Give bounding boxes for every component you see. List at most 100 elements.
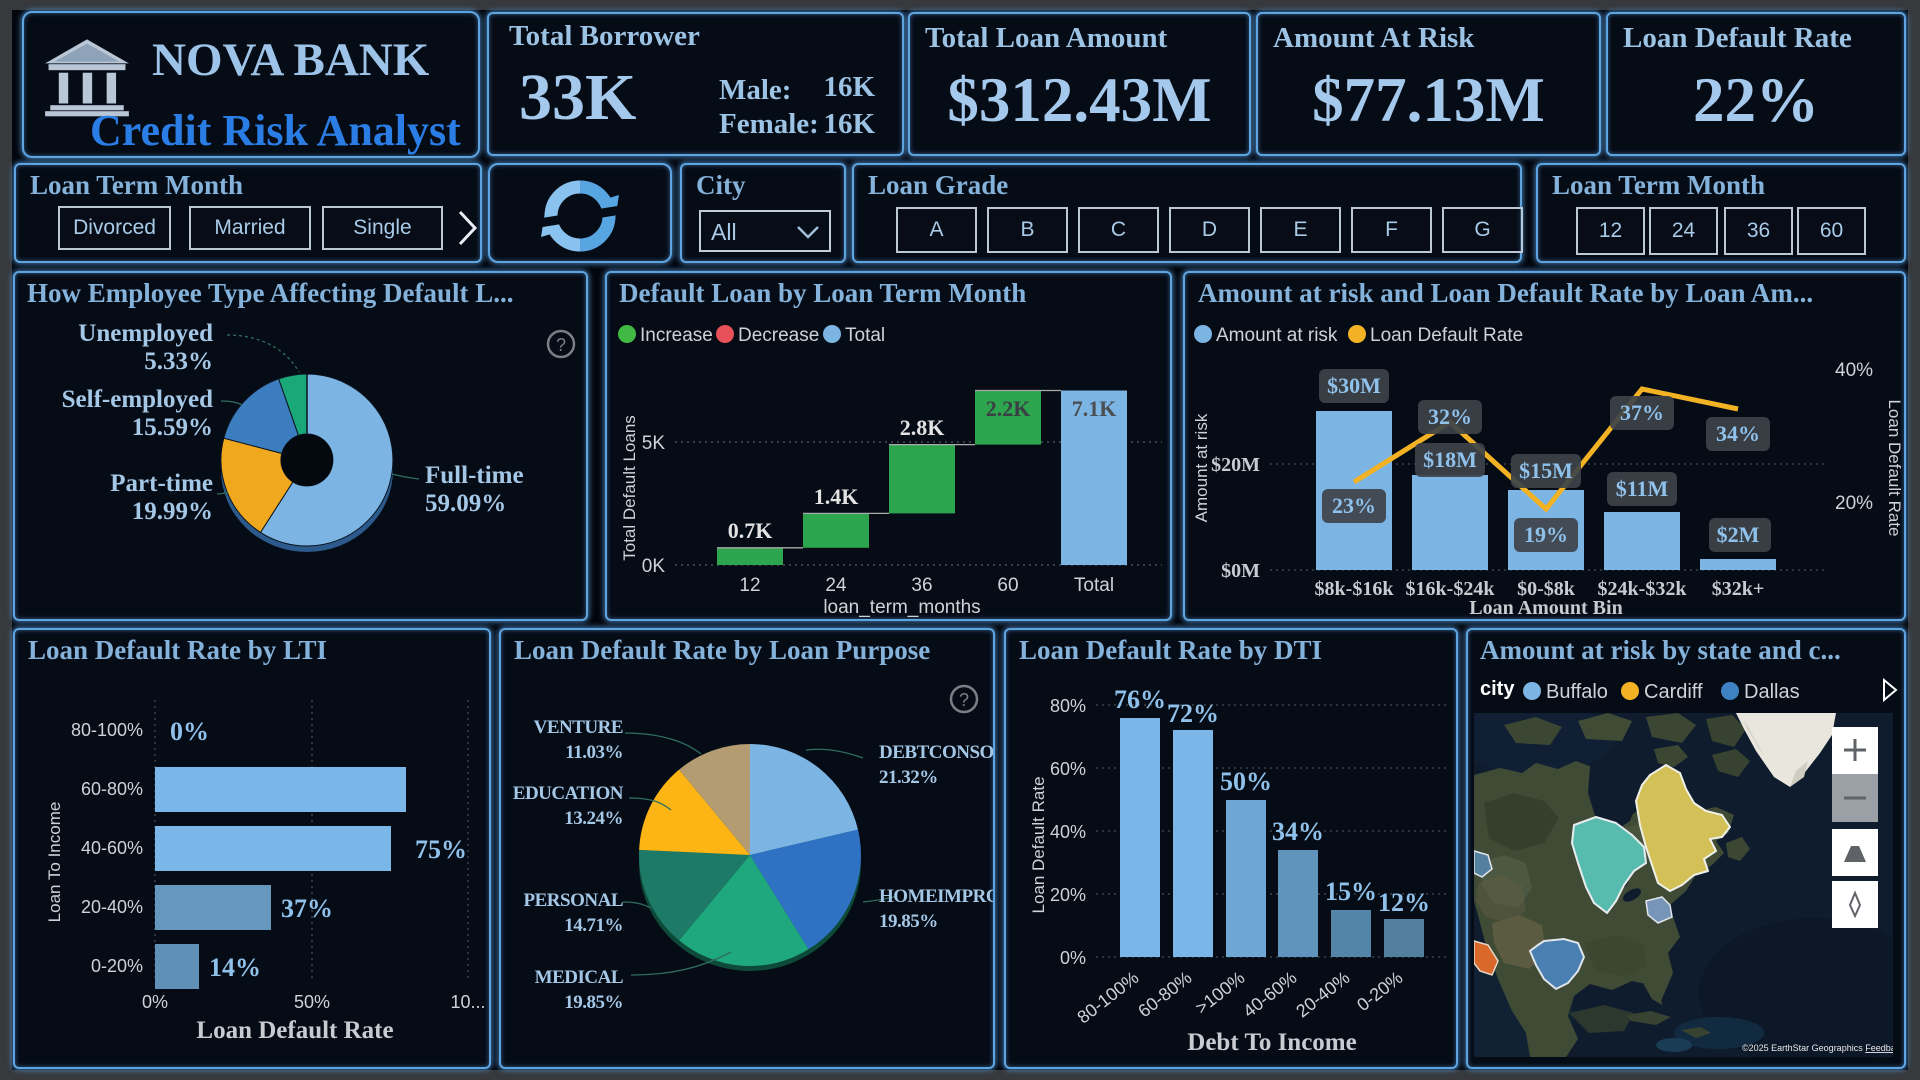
svg-text:Dallas: Dallas xyxy=(1744,681,1800,703)
svg-text:Total Default Loans: Total Default Loans xyxy=(620,415,639,561)
svg-text:Total: Total xyxy=(1074,575,1114,596)
svg-text:34%: 34% xyxy=(1716,421,1760,446)
svg-text:$30M: $30M xyxy=(1327,373,1381,398)
svg-text:$2M: $2M xyxy=(1717,522,1760,547)
svg-text:20%: 20% xyxy=(1050,885,1086,905)
svg-text:50%: 50% xyxy=(294,992,330,1012)
svg-text:Amount at risk: Amount at risk xyxy=(1192,413,1211,522)
svg-text:40-60%: 40-60% xyxy=(1239,967,1300,1021)
svg-text:PERSONAL: PERSONAL xyxy=(524,890,623,911)
svg-text:75%: 75% xyxy=(415,835,467,864)
svg-text:36: 36 xyxy=(911,575,932,596)
svg-text:$8k-$16k: $8k-$16k xyxy=(1315,578,1395,600)
svg-text:15%: 15% xyxy=(1325,877,1377,906)
svg-text:20%: 20% xyxy=(1835,493,1873,514)
svg-text:$0-$8k: $0-$8k xyxy=(1517,578,1576,600)
svg-text:40%: 40% xyxy=(1835,360,1873,381)
svg-text:5K: 5K xyxy=(642,433,666,454)
svg-text:23%: 23% xyxy=(1332,493,1376,518)
svg-text:$20M: $20M xyxy=(1211,454,1260,476)
svg-text:EDUCATION: EDUCATION xyxy=(513,783,624,804)
svg-text:80-100%: 80-100% xyxy=(1073,967,1142,1027)
svg-text:60: 60 xyxy=(997,575,1018,596)
svg-text:34%: 34% xyxy=(1272,817,1324,846)
svg-text:Cardiff: Cardiff xyxy=(1644,681,1703,703)
svg-text:$11M: $11M xyxy=(1616,476,1669,501)
svg-text:1.4K: 1.4K xyxy=(814,484,859,509)
svg-text:14%: 14% xyxy=(209,953,261,982)
svg-text:37%: 37% xyxy=(1620,400,1664,425)
svg-text:0%: 0% xyxy=(1060,948,1086,968)
svg-text:0K: 0K xyxy=(642,556,666,577)
svg-text:0%: 0% xyxy=(170,717,209,746)
svg-text:?: ? xyxy=(556,335,566,355)
svg-text:60-80%: 60-80% xyxy=(81,779,143,799)
svg-text:Full-time: Full-time xyxy=(425,462,524,489)
svg-text:12%: 12% xyxy=(1378,888,1430,917)
svg-text:80-100%: 80-100% xyxy=(71,720,143,740)
svg-text:Buffalo: Buffalo xyxy=(1546,681,1608,703)
svg-text:Debt To Income: Debt To Income xyxy=(1187,1029,1356,1056)
svg-text:7.1K: 7.1K xyxy=(1072,396,1117,421)
svg-text:13.24%: 13.24% xyxy=(564,808,623,829)
svg-text:$32k+: $32k+ xyxy=(1712,578,1765,600)
svg-text:19.85%: 19.85% xyxy=(564,992,623,1013)
svg-text:14.71%: 14.71% xyxy=(564,915,623,936)
svg-text:80%: 80% xyxy=(1050,696,1086,716)
svg-text:21.32%: 21.32% xyxy=(879,767,938,788)
svg-text:Loan Amount Bin: Loan Amount Bin xyxy=(1469,597,1622,619)
svg-text:DEBTCONSOLIDAT: DEBTCONSOLIDAT xyxy=(879,742,993,763)
svg-text:$16k-$24k: $16k-$24k xyxy=(1406,578,1496,600)
svg-text:40%: 40% xyxy=(1050,822,1086,842)
svg-text:Self-employed: Self-employed xyxy=(62,386,213,413)
svg-text:Loan Default Rate: Loan Default Rate xyxy=(1029,776,1048,913)
svg-text:Part-time: Part-time xyxy=(110,470,213,497)
svg-text:50%: 50% xyxy=(1220,767,1272,796)
svg-text:0-20%: 0-20% xyxy=(91,956,143,976)
svg-text:32%: 32% xyxy=(1428,404,1472,429)
svg-text:19%: 19% xyxy=(1524,522,1568,547)
svg-text:Loan Default Rate: Loan Default Rate xyxy=(1370,325,1523,346)
svg-text:15.59%: 15.59% xyxy=(132,414,213,441)
svg-text:VENTURE: VENTURE xyxy=(534,717,623,738)
svg-text:2.8K: 2.8K xyxy=(900,415,945,440)
svg-text:loan_term_months: loan_term_months xyxy=(823,597,980,618)
svg-text:2.2K: 2.2K xyxy=(986,396,1031,421)
svg-text:37%: 37% xyxy=(281,894,333,923)
svg-text:Amount at risk: Amount at risk xyxy=(1216,325,1338,346)
svg-text:60-80%: 60-80% xyxy=(1134,967,1195,1021)
svg-text:59.09%: 59.09% xyxy=(425,490,506,517)
svg-text:0.7K: 0.7K xyxy=(728,518,773,543)
svg-text:12: 12 xyxy=(739,575,760,596)
svg-text:Total: Total xyxy=(845,325,885,346)
svg-text:$24k-$32k: $24k-$32k xyxy=(1598,578,1688,600)
svg-text:11.03%: 11.03% xyxy=(565,742,623,763)
svg-text:?: ? xyxy=(959,690,969,710)
svg-text:Loan To Income: Loan To Income xyxy=(45,802,64,923)
svg-text:19.85%: 19.85% xyxy=(879,911,938,932)
svg-text:76%: 76% xyxy=(1114,685,1166,714)
svg-text:Loan Default Rate: Loan Default Rate xyxy=(196,1017,393,1044)
svg-text:0-20%: 0-20% xyxy=(1353,967,1406,1015)
svg-text:Decrease: Decrease xyxy=(738,325,819,346)
svg-text:40-60%: 40-60% xyxy=(81,838,143,858)
svg-text:20-40%: 20-40% xyxy=(81,897,143,917)
svg-text:60%: 60% xyxy=(1050,759,1086,779)
svg-text:Unemployed: Unemployed xyxy=(78,320,213,347)
svg-text:Increase: Increase xyxy=(640,325,713,346)
svg-text:72%: 72% xyxy=(1167,699,1219,728)
svg-text:HOMEIMPROVEMENT: HOMEIMPROVEMENT xyxy=(879,886,993,907)
svg-text:$0M: $0M xyxy=(1221,560,1260,582)
svg-text:10...: 10... xyxy=(450,992,485,1012)
svg-text:5.33%: 5.33% xyxy=(144,348,213,375)
svg-text:>100%: >100% xyxy=(1192,967,1249,1018)
svg-text:19.99%: 19.99% xyxy=(132,498,213,525)
svg-text:Loan Default Rate: Loan Default Rate xyxy=(1885,399,1904,536)
svg-text:©2025 EarthStar Geographics Fe: ©2025 EarthStar Geographics Feedback xyxy=(1742,1043,1893,1053)
svg-text:20-40%: 20-40% xyxy=(1292,967,1353,1021)
svg-text:0%: 0% xyxy=(142,992,168,1012)
svg-text:MEDICAL: MEDICAL xyxy=(535,967,623,988)
svg-text:24: 24 xyxy=(825,575,847,596)
svg-text:$18M: $18M xyxy=(1423,447,1477,472)
svg-text:$15M: $15M xyxy=(1519,458,1573,483)
